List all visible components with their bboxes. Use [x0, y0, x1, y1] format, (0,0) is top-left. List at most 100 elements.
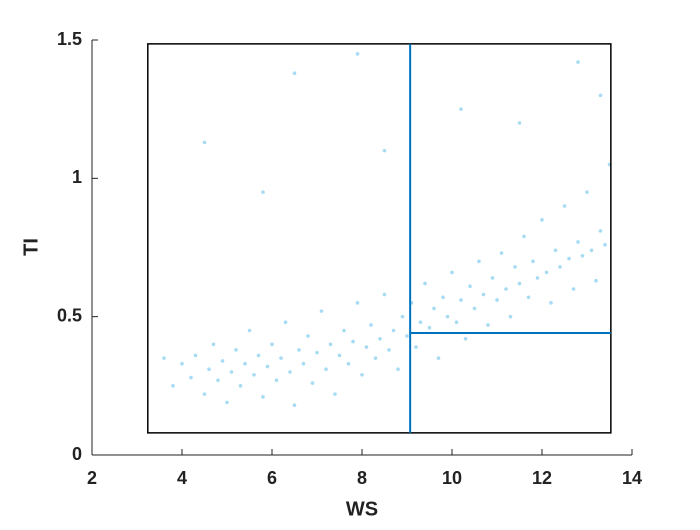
point: [207, 367, 211, 372]
y-tick-label: 1.5: [57, 29, 82, 49]
point: [517, 281, 522, 286]
point: [454, 320, 459, 325]
point: [513, 265, 517, 269]
point: [472, 306, 477, 311]
x-tick-label: 2: [87, 468, 97, 488]
point: [396, 367, 400, 372]
point: [405, 334, 409, 338]
point: [292, 403, 297, 408]
point: [414, 345, 418, 349]
point: [324, 367, 328, 372]
point: [576, 60, 580, 64]
point: [243, 361, 247, 366]
point: [580, 254, 585, 258]
x-tick-label: 4: [177, 468, 187, 488]
point: [544, 270, 549, 275]
point: [351, 339, 355, 344]
point: [364, 345, 369, 349]
x-tick-label: 10: [442, 468, 462, 488]
point: [319, 309, 324, 313]
point: [283, 320, 288, 325]
point: [463, 337, 468, 341]
y-axis-label: TI: [20, 238, 42, 256]
point: [589, 248, 594, 253]
point: [558, 265, 562, 269]
point: [495, 298, 499, 302]
point: [279, 356, 283, 360]
x-tick-label: 14: [622, 468, 642, 488]
point: [193, 353, 198, 358]
point: [567, 256, 571, 261]
point: [382, 292, 387, 297]
point: [553, 248, 558, 253]
point: [549, 301, 553, 305]
point: [504, 287, 508, 291]
point: [252, 372, 256, 377]
point: [355, 301, 360, 305]
point: [459, 107, 463, 111]
point: [328, 342, 333, 347]
point: [297, 348, 301, 352]
point: [292, 71, 297, 75]
point: [211, 342, 216, 347]
point: [333, 392, 337, 396]
point: [373, 356, 378, 360]
point: [391, 328, 396, 333]
point: [216, 378, 220, 383]
point: [171, 384, 175, 388]
point: [477, 259, 481, 264]
point: [517, 121, 522, 125]
box: [147, 43, 612, 434]
point: [162, 356, 166, 360]
point: [432, 306, 436, 311]
point: [571, 287, 576, 291]
point: [499, 251, 504, 255]
point: [382, 148, 387, 153]
point: [598, 229, 603, 233]
point: [306, 334, 310, 338]
point: [256, 353, 261, 358]
point: [346, 361, 351, 366]
point: [486, 323, 490, 327]
point: [369, 323, 373, 327]
point: [247, 328, 252, 333]
x-axis-label: WS: [346, 498, 378, 520]
point: [598, 93, 603, 98]
point: [261, 190, 265, 194]
point: [445, 314, 450, 319]
point: [603, 242, 607, 247]
point: [387, 348, 391, 352]
point: [450, 270, 454, 275]
x-tick-label: 8: [357, 468, 367, 488]
point: [225, 400, 229, 405]
point: [562, 204, 567, 208]
point: [234, 348, 238, 352]
point: [436, 356, 441, 360]
point: [481, 292, 486, 297]
y-tick-label: 0.5: [57, 305, 82, 325]
point: [315, 350, 319, 355]
point: [189, 375, 193, 380]
point: [301, 361, 306, 366]
point: [531, 259, 535, 264]
point: [490, 276, 495, 280]
y-tick-label: 1: [72, 167, 82, 187]
y-tick-label: 0: [72, 444, 82, 464]
point: [274, 378, 279, 383]
point: [526, 295, 531, 300]
point: [288, 370, 292, 374]
point: [441, 295, 445, 300]
point: [427, 325, 432, 330]
point: [180, 361, 184, 366]
point: [418, 320, 423, 325]
point: [310, 381, 315, 385]
point: [423, 281, 427, 286]
point: [229, 370, 234, 374]
point: [585, 190, 589, 194]
point: [576, 240, 580, 244]
point: [220, 359, 225, 363]
point: [337, 353, 342, 358]
x-tick-label: 12: [532, 468, 552, 488]
